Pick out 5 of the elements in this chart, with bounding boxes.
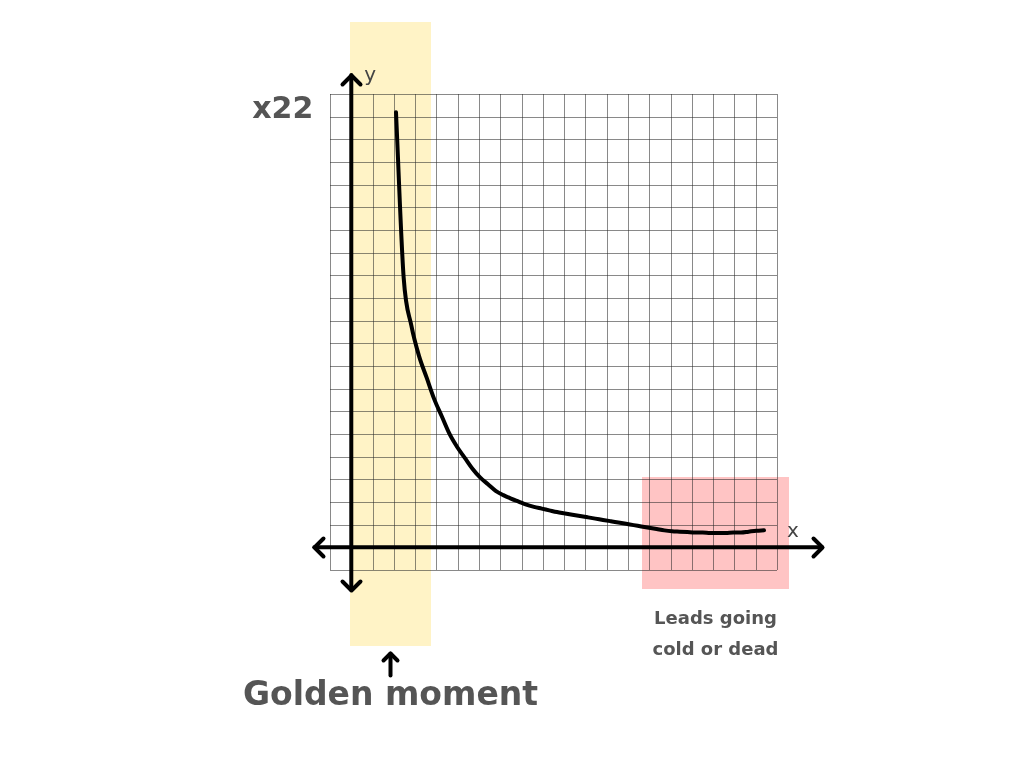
y-axis-title: y bbox=[364, 62, 377, 87]
text: Leads going cold or dead bbox=[652, 607, 779, 659]
text: x22 bbox=[252, 89, 314, 125]
text: Golden moment bbox=[242, 674, 539, 713]
x-axis-title: x bbox=[787, 517, 800, 542]
